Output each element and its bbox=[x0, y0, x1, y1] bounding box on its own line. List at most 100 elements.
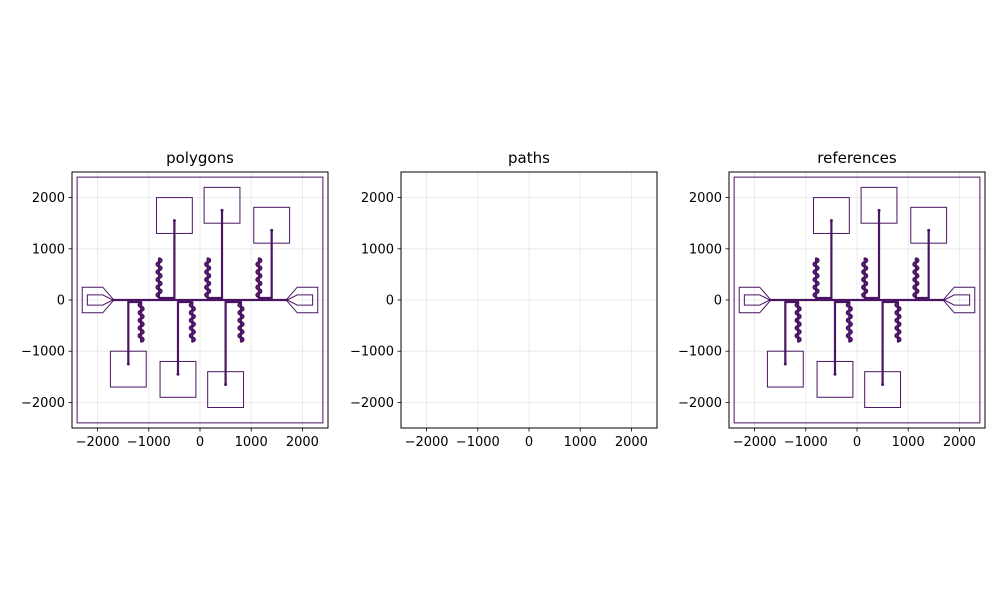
x-tick-label: 2000 bbox=[286, 435, 319, 450]
resonator-end-dot bbox=[877, 208, 881, 212]
upper-resonator-2 bbox=[910, 206, 948, 300]
resonator-end-dot bbox=[829, 219, 833, 223]
resonator-end-dot bbox=[833, 372, 837, 376]
resonator-connector bbox=[176, 300, 194, 343]
resonator-connector bbox=[914, 257, 930, 300]
y-tick-label: −2000 bbox=[350, 396, 394, 411]
resonator-connector bbox=[814, 257, 833, 300]
axes-title: references bbox=[817, 149, 897, 167]
x-tick-label: −2000 bbox=[733, 435, 777, 450]
y-tick-label: 0 bbox=[57, 294, 65, 309]
ticks: −2000 −1000 0 1000 2000 2000 1000 0 −1000 −2000 bbox=[678, 191, 976, 450]
x-tick-label: 1000 bbox=[235, 435, 268, 450]
chip-boundary bbox=[76, 176, 324, 424]
plot-content-references bbox=[733, 176, 981, 424]
x-tick-label: −2000 bbox=[405, 435, 449, 450]
plot-content-polygons bbox=[76, 176, 324, 424]
resonator-pad bbox=[109, 350, 147, 388]
resonator-end-dot bbox=[927, 228, 931, 232]
upper-resonator-0 bbox=[155, 197, 193, 300]
resonator-pad bbox=[766, 350, 804, 388]
lower-resonator-2 bbox=[864, 300, 902, 409]
y-tick-label: 2000 bbox=[32, 191, 65, 206]
upper-resonator-1 bbox=[203, 186, 241, 300]
lower-resonator-1 bbox=[159, 300, 197, 398]
lower-resonator-2 bbox=[207, 300, 245, 409]
launch-pad-left bbox=[81, 286, 114, 314]
launch-pad-left bbox=[738, 286, 771, 314]
resonator-connector bbox=[863, 257, 881, 300]
x-tick-label: 0 bbox=[853, 435, 861, 450]
resonator-connector bbox=[881, 300, 900, 343]
x-tick-label: 0 bbox=[196, 435, 204, 450]
x-tick-label: 2000 bbox=[615, 435, 648, 450]
x-tick-label: 1000 bbox=[892, 435, 925, 450]
y-tick-label: −2000 bbox=[21, 396, 65, 411]
grid bbox=[401, 172, 657, 428]
resonator-pad bbox=[816, 360, 854, 398]
axes-paths: −2000 −1000 0 1000 2000 2000 1000 0 −1000 −2000 p… bbox=[350, 149, 658, 450]
launch-pad-right bbox=[286, 286, 319, 314]
axes-references: −2000 −1000 0 1000 2000 2000 1000 0 −1000 −2000 r… bbox=[678, 149, 986, 450]
resonator-connector bbox=[257, 257, 273, 300]
launch-pad-inner-left bbox=[743, 294, 772, 306]
resonator-end-dot bbox=[224, 382, 228, 386]
resonator-pad bbox=[860, 186, 898, 224]
resonator-end-dot bbox=[881, 382, 885, 386]
resonator-end-dot bbox=[126, 362, 130, 366]
upper-resonator-0 bbox=[812, 197, 850, 300]
y-tick-label: −1000 bbox=[678, 345, 722, 360]
resonator-end-dot bbox=[783, 362, 787, 366]
axes-title: polygons bbox=[166, 149, 234, 167]
y-tick-label: 2000 bbox=[361, 191, 394, 206]
launch-pad-inner-left bbox=[86, 294, 115, 306]
upper-resonator-1 bbox=[860, 186, 898, 300]
resonator-end-dot bbox=[176, 372, 180, 376]
resonator-connector bbox=[127, 300, 143, 343]
x-tick-label: −1000 bbox=[784, 435, 828, 450]
resonator-connector bbox=[784, 300, 800, 343]
y-tick-label: 0 bbox=[714, 294, 722, 309]
y-tick-label: 2000 bbox=[689, 191, 722, 206]
resonator-end-dot bbox=[220, 208, 224, 212]
ticks: −2000 −1000 0 1000 2000 2000 1000 0 −1000 −2000 bbox=[350, 191, 648, 450]
y-tick-label: −1000 bbox=[350, 345, 394, 360]
upper-resonator-2 bbox=[253, 206, 291, 300]
launch-pad-inner-right bbox=[285, 294, 314, 306]
x-tick-label: 0 bbox=[525, 435, 533, 450]
resonator-pad bbox=[159, 360, 197, 398]
x-tick-label: 1000 bbox=[564, 435, 597, 450]
x-tick-label: −1000 bbox=[127, 435, 171, 450]
launch-pad-inner-right bbox=[942, 294, 971, 306]
axes-polygons: −2000 −1000 0 1000 2000 2000 1000 0 −1000 −2000 p… bbox=[21, 149, 329, 450]
resonator-pad bbox=[203, 186, 241, 224]
resonator-connector bbox=[157, 257, 176, 300]
ticks: −2000 −1000 0 1000 2000 2000 1000 0 −1000 −2000 bbox=[21, 191, 319, 450]
lower-resonator-1 bbox=[816, 300, 854, 398]
y-tick-label: −1000 bbox=[21, 345, 65, 360]
resonator-end-dot bbox=[270, 228, 274, 232]
x-tick-label: 2000 bbox=[943, 435, 976, 450]
y-tick-label: 1000 bbox=[32, 242, 65, 257]
resonator-connector bbox=[833, 300, 851, 343]
resonator-end-dot bbox=[172, 219, 176, 223]
resonator-connector bbox=[206, 257, 224, 300]
resonator-pad bbox=[864, 371, 902, 409]
resonator-pad bbox=[910, 206, 948, 244]
launch-pad-right bbox=[943, 286, 976, 314]
y-tick-label: −2000 bbox=[678, 396, 722, 411]
x-tick-label: −1000 bbox=[456, 435, 500, 450]
y-tick-label: 0 bbox=[386, 294, 394, 309]
resonator-pad bbox=[812, 197, 850, 234]
resonator-connector bbox=[224, 300, 243, 343]
resonator-pad bbox=[207, 371, 245, 409]
chip-boundary bbox=[733, 176, 981, 424]
axes-title: paths bbox=[508, 149, 550, 167]
resonator-pad bbox=[155, 197, 193, 234]
lower-resonator-0 bbox=[109, 300, 147, 388]
resonator-pad bbox=[253, 206, 291, 244]
x-tick-label: −2000 bbox=[76, 435, 120, 450]
lower-resonator-0 bbox=[766, 300, 804, 388]
y-tick-label: 1000 bbox=[689, 242, 722, 257]
